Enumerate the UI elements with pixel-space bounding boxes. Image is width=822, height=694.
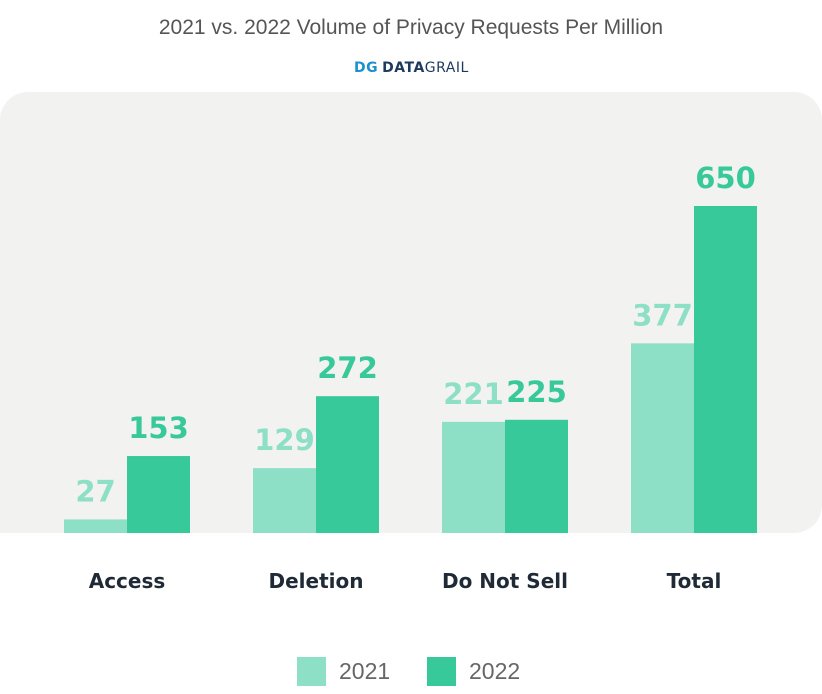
datagrail-logo: DG DATAGRAIL (354, 60, 469, 76)
bar-2021-total (631, 343, 694, 533)
data-label: 129 (254, 423, 315, 457)
data-label: 272 (317, 351, 378, 385)
legend-label: 2022 (469, 658, 521, 684)
legend-swatch (297, 657, 326, 686)
data-label: 650 (695, 161, 756, 195)
legend-item-2021: 2021 (297, 657, 390, 686)
x-tick-label: Access (89, 569, 166, 593)
data-label: 153 (128, 411, 189, 445)
data-label: 225 (506, 375, 567, 409)
bar-2021-do-not-sell (442, 421, 505, 533)
legend-label: 2021 (339, 658, 391, 684)
x-tick-label: Deletion (269, 569, 364, 593)
x-tick-label: Do Not Sell (442, 569, 568, 593)
bar-2021-access (64, 519, 127, 533)
data-label: 377 (632, 298, 693, 332)
legend-item-2022: 2022 (427, 657, 520, 686)
x-tick-label: Total (667, 569, 722, 593)
chart-title: 2021 vs. 2022 Volume of Privacy Requests… (158, 16, 664, 39)
bar-2022-do-not-sell (505, 419, 568, 533)
data-label: 27 (75, 474, 115, 508)
legend-swatch (427, 657, 456, 686)
bar-2022-deletion (316, 396, 379, 533)
bar-2022-total (694, 206, 757, 533)
bar-2022-access (127, 456, 190, 533)
bar-2021-deletion (253, 468, 316, 533)
data-label: 221 (443, 377, 504, 411)
